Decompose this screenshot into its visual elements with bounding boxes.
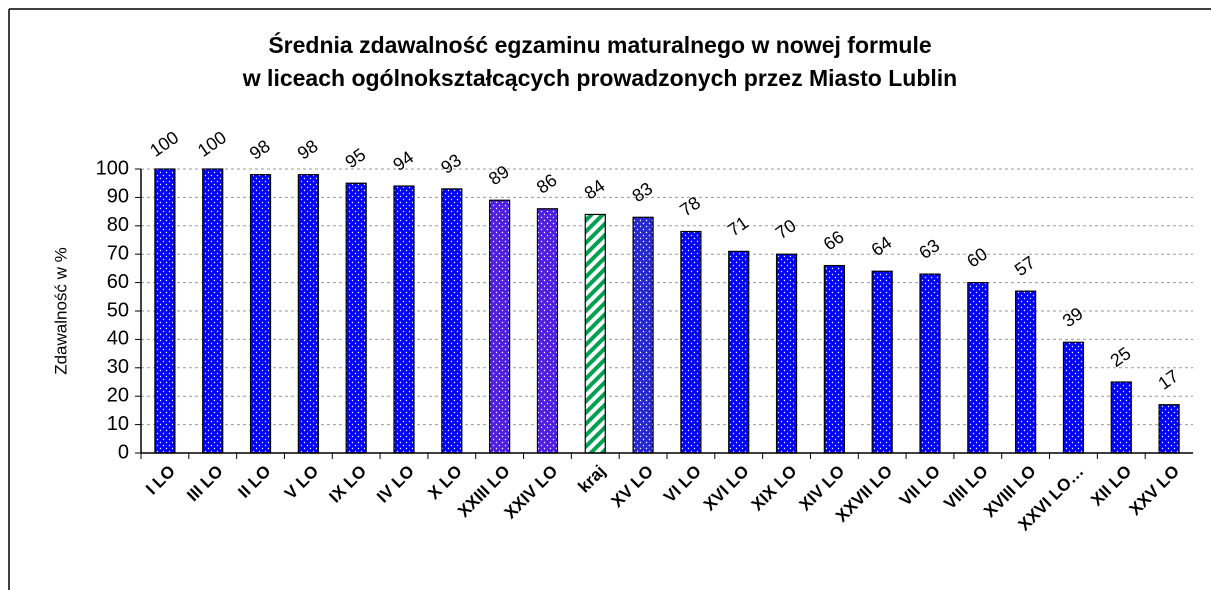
y-tick-label: 50 bbox=[107, 299, 129, 321]
y-tick-label: 90 bbox=[107, 186, 129, 208]
y-axis-label: Zdawalność w % bbox=[51, 247, 70, 375]
value-label: 64 bbox=[868, 232, 896, 260]
bar bbox=[202, 168, 224, 454]
chart-title: Średnia zdawalność egzaminu maturalnego … bbox=[268, 31, 931, 58]
value-label: 78 bbox=[676, 193, 704, 221]
bar bbox=[1062, 341, 1085, 454]
x-tick-label: IX LO bbox=[325, 462, 370, 507]
y-tick-label: 80 bbox=[107, 214, 129, 236]
bar bbox=[345, 182, 367, 454]
chart-title: w liceach ogólnokształcących prowadzonyc… bbox=[242, 65, 957, 91]
x-tick-label: VII LO bbox=[896, 462, 944, 510]
value-label: 93 bbox=[437, 150, 465, 178]
value-label: 84 bbox=[581, 175, 609, 203]
value-label: 89 bbox=[485, 161, 513, 189]
value-label: 98 bbox=[246, 136, 274, 164]
x-tick-label: XXV LO bbox=[1126, 462, 1184, 520]
value-label: 95 bbox=[342, 144, 370, 172]
value-label: 98 bbox=[294, 136, 322, 164]
y-tick-label: 60 bbox=[107, 271, 129, 293]
x-tick-label: I LO bbox=[142, 462, 179, 499]
value-label: 83 bbox=[628, 178, 656, 206]
value-label: 57 bbox=[1011, 252, 1039, 280]
y-tick-label: 40 bbox=[107, 328, 129, 350]
y-tick-label: 70 bbox=[107, 242, 129, 264]
bar bbox=[680, 230, 702, 454]
bar bbox=[249, 174, 272, 454]
bar bbox=[775, 253, 798, 454]
x-tick-label: V LO bbox=[281, 462, 322, 503]
value-label: 39 bbox=[1059, 303, 1087, 331]
value-label: 86 bbox=[533, 170, 561, 198]
x-tick-label: IV LO bbox=[373, 462, 418, 507]
x-tick-label: XIX LO bbox=[748, 462, 801, 515]
x-tick-label: kraj bbox=[574, 462, 609, 497]
value-label: 66 bbox=[820, 227, 848, 255]
bar bbox=[871, 270, 893, 454]
bar bbox=[154, 168, 176, 454]
value-label: 100 bbox=[194, 127, 230, 161]
x-tick-label: XV LO bbox=[608, 462, 658, 512]
x-tick-label: VI LO bbox=[660, 462, 705, 507]
bar bbox=[632, 216, 654, 454]
value-label: 60 bbox=[963, 244, 991, 272]
value-label: 71 bbox=[724, 212, 752, 240]
x-tick-label: X LO bbox=[424, 462, 465, 503]
value-label: 100 bbox=[146, 127, 182, 161]
bar bbox=[584, 213, 606, 454]
y-tick-label: 20 bbox=[107, 384, 129, 406]
x-tick-label: XXIV LO bbox=[501, 462, 562, 523]
value-label: 25 bbox=[1107, 343, 1135, 371]
bar bbox=[489, 199, 511, 454]
bar bbox=[823, 264, 845, 454]
x-tick-label: XVI LO bbox=[700, 462, 753, 515]
bar bbox=[393, 185, 415, 454]
value-label: 94 bbox=[389, 147, 417, 175]
bar bbox=[297, 174, 319, 454]
value-label: 70 bbox=[772, 215, 800, 243]
y-tick-label: 100 bbox=[96, 157, 129, 179]
y-tick-label: 0 bbox=[118, 441, 129, 463]
bar bbox=[1110, 381, 1132, 454]
value-label: 17 bbox=[1154, 366, 1182, 394]
value-label: 63 bbox=[915, 235, 943, 263]
y-tick-label: 30 bbox=[107, 356, 129, 378]
bar bbox=[919, 273, 941, 454]
bar bbox=[728, 250, 750, 454]
bar bbox=[1158, 404, 1180, 454]
y-tick-label: 10 bbox=[107, 413, 129, 435]
bar bbox=[1015, 290, 1037, 454]
x-tick-label: II LO bbox=[234, 462, 274, 502]
bar bbox=[536, 208, 559, 454]
bar bbox=[967, 282, 989, 454]
x-tick-label: III LO bbox=[183, 462, 226, 505]
bar bbox=[441, 188, 463, 454]
